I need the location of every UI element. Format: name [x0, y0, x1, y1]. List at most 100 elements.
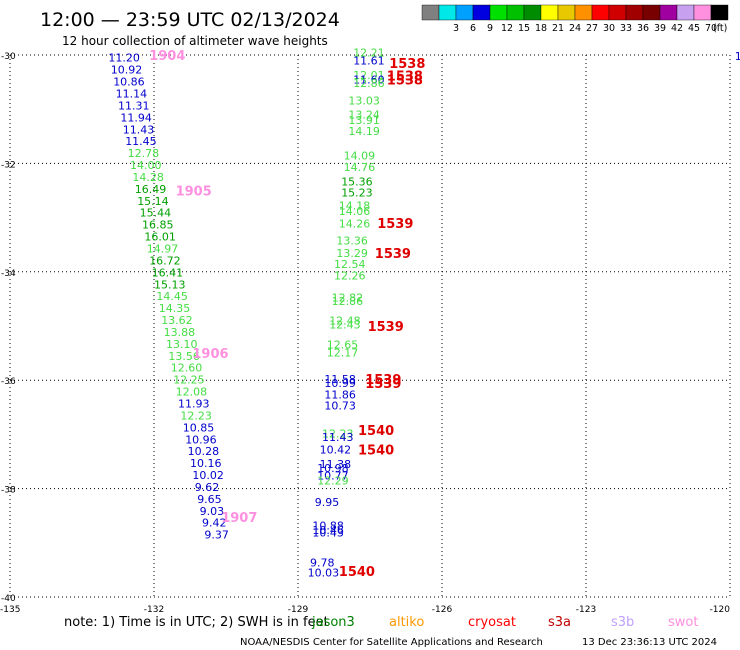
swh-value-label: 14.09 [344, 149, 376, 162]
y-tick-label: -32 [1, 160, 16, 170]
pass-label: 1539 [365, 377, 401, 392]
swh-value-label: 11.58 [324, 373, 356, 386]
legend-satellite-s3a: s3a [548, 615, 571, 630]
footer: NOAA/NESDIS Center for Satellite Applica… [240, 637, 717, 648]
swh-value-label: 12.26 [334, 270, 366, 283]
colorbar-swatch [608, 4, 627, 21]
colorbar-swatch [523, 4, 542, 21]
swh-value-label: 11.38 [320, 458, 352, 471]
swh-value-label: 14.97 [147, 242, 179, 255]
colorbar-swatch [421, 4, 440, 21]
pass-label: 1904 [149, 49, 185, 64]
pass-label: 1538 [389, 57, 425, 72]
swh-value-label: 14.06 [339, 205, 371, 218]
legend-satellite-swot: swot [668, 615, 698, 630]
swh-value-label: 13.88 [164, 326, 196, 339]
colorbar-tick-label: 18 [535, 23, 547, 34]
swh-value-label: 14.45 [156, 290, 188, 303]
pass-label: 1540 [358, 444, 394, 459]
colorbar-swatch [574, 4, 593, 21]
swh-value-label: 11.31 [118, 99, 150, 112]
swh-value-label: 14.35 [159, 302, 191, 315]
colorbar-tick-label: 39 [654, 23, 666, 34]
swh-values: 11.2010.9210.8611.1411.3111.9411.4311.45… [108, 46, 740, 579]
swh-value-label: 12.43 [329, 318, 361, 331]
colorbar-tick-label: 24 [569, 23, 581, 34]
swh-value-label: 10.46 [312, 524, 344, 537]
grid [9, 54, 731, 598]
swh-value-label: 14.00 [130, 159, 162, 172]
swh-value-label: 10.77 [317, 470, 349, 483]
pass-label: 1907 [221, 511, 257, 526]
swh-value-label: 12.25 [173, 374, 205, 387]
swh-value-label: 11.93 [178, 398, 210, 411]
colorbar-swatch [693, 4, 712, 21]
swh-value-label: 9.62 [195, 481, 220, 494]
swh-value-label: 13.03 [348, 95, 380, 108]
x-tick-label: -123 [576, 605, 596, 615]
swh-value-label: 12.21 [353, 46, 385, 59]
swh-value-label: 14.19 [348, 125, 380, 138]
x-tick-label: -129 [288, 605, 309, 615]
swh-value-label: 10.92 [111, 64, 143, 77]
colorbar-tick-label: 3 [453, 23, 459, 34]
swh-value-label: 11.43 [322, 431, 354, 444]
swh-value-label: 16.49 [135, 183, 167, 196]
y-tick-label: -30 [1, 52, 16, 62]
pass-labels: 1904190519061907153815381538153915391539… [149, 49, 425, 580]
pass-label: 1905 [176, 185, 212, 200]
chart-subtitle: 12 hour collection of altimeter wave hei… [62, 34, 328, 48]
pass-label: 1906 [192, 347, 228, 362]
swh-value-label: 13.24 [348, 109, 380, 122]
y-tick-label: -40 [1, 594, 16, 604]
plot-area: -135 -132 -129 -126 -123 -120 -30 -32 -34 -36 -38 -… [0, 46, 740, 615]
swh-value-label: 15.13 [154, 278, 186, 291]
legend-satellite-s3b: s3b [611, 615, 634, 630]
colorbar-swatch [710, 4, 729, 21]
swh-value-label: 12.29 [317, 474, 349, 487]
swh-value-label: 10.42 [320, 444, 352, 457]
swh-value-label: 14.76 [344, 161, 376, 174]
swh-value-label: 11.45 [125, 135, 157, 148]
colorbar-tick-label: 30 [603, 23, 615, 34]
swh-value-label: 13.56 [168, 350, 200, 363]
axis-tick-labels: -135 -132 -129 -126 -123 -120 -30 -32 -34 -36 -38 -… [0, 52, 730, 615]
colorbar-tick-label: 45 [688, 23, 700, 34]
swh-value-label: 12.60 [171, 362, 203, 375]
colorbar-swatch [676, 4, 695, 21]
satellite-legend: note: 1) Time is in UTC; 2) SWH is in fe… [64, 615, 698, 630]
swh-value-label: 9.78 [310, 556, 335, 569]
swh-value-label: 13.91 [348, 114, 380, 127]
pass-label: 1539 [375, 247, 411, 262]
swh-value-label: 16.01 [144, 231, 176, 244]
swh-value-label: 16.41 [152, 266, 184, 279]
colorbar-tick-label: 33 [620, 23, 632, 34]
swh-value-label: 12.23 [180, 409, 212, 422]
swh-value-label: 14.18 [339, 200, 371, 213]
pass-label: 1540 [358, 424, 394, 439]
pass-label: 1539 [368, 320, 404, 335]
colorbar-tick-label: 36 [637, 23, 649, 34]
swh-value-label: 10.88 [312, 519, 344, 532]
footer-timestamp: 13 Dec 23:36:13 UTC 2024 [582, 637, 717, 648]
colorbar-swatch [591, 4, 610, 21]
colorbar-tick-label: 27 [586, 23, 598, 34]
colorbar-swatch [489, 4, 508, 21]
swh-value-label: 11.43 [123, 123, 155, 136]
swh-value-label: 13.62 [161, 314, 193, 327]
colorbar: 3 6 9 12 15 18 21 24 27 30 33 36 39 42 45 70(ft) [421, 4, 729, 34]
pass-label: 1538 [387, 70, 423, 85]
swh-value-label: 15.14 [137, 195, 169, 208]
swh-value-label: 12.78 [128, 147, 160, 160]
x-tick-label: -126 [432, 605, 453, 615]
swh-value-label: 11.61 [353, 54, 385, 67]
legend-satellite-jason3: jason3 [311, 615, 355, 630]
swh-value-label: 10.02 [192, 469, 224, 482]
colorbar-swatch [557, 4, 576, 21]
colorbar-swatch [455, 4, 474, 21]
swh-value-label: 10.96 [185, 433, 217, 446]
colorbar-tick-label: 15 [518, 23, 530, 34]
x-tick-label: -120 [710, 605, 731, 615]
y-tick-label: -38 [1, 486, 16, 496]
